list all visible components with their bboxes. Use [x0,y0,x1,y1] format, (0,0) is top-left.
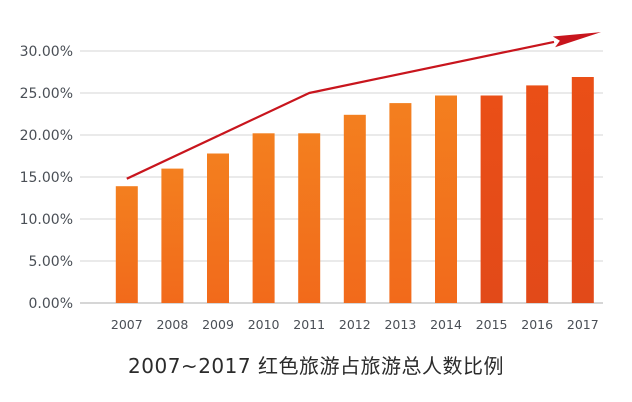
bar-2011 [298,133,321,303]
chart-title: 2007~2017 红色旅游占旅游总人数比例 [128,354,504,378]
trend-line [126,40,555,180]
x-tick-label: 2017 [567,317,599,332]
x-tick-label: 2015 [476,317,508,332]
y-tick-label: 15.00% [20,170,73,186]
y-tick-label: 20.00% [20,128,73,144]
x-axis-ticks: 2007 2008 2009 2010 2011 2012 2013 2014 2015 2016… [111,317,599,332]
bar-2016 [526,85,549,304]
x-tick-label: 2012 [339,317,371,332]
arrowhead [552,32,601,48]
bar-2015 [480,95,503,303]
x-tick-label: 2007 [111,317,143,332]
x-tick-label: 2011 [293,317,325,332]
x-tick-label: 2008 [156,317,188,332]
bar-2007 [115,186,138,303]
bar-2013 [389,103,412,303]
bar-2017 [571,77,594,303]
gridlines [80,50,603,304]
x-tick-label: 2016 [521,317,553,332]
trend-arrow [126,32,601,180]
y-axis-ticks: 0.00% 5.00% 10.00% 15.00% 20.00% 25.00% 30.00% [20,44,73,312]
y-tick-label: 10.00% [20,212,73,228]
x-tick-label: 2013 [384,317,416,332]
bars [115,77,594,304]
y-tick-label: 5.00% [29,254,73,270]
bar-2010 [252,133,275,303]
bar-2009 [207,153,229,303]
y-tick-label: 30.00% [20,44,73,60]
y-tick-label: 0.00% [29,296,73,312]
bar-2008 [161,168,184,303]
x-tick-label: 2009 [202,317,234,332]
bar-2014 [435,95,457,303]
y-tick-label: 25.00% [20,86,73,102]
bar-2012 [343,114,366,303]
x-tick-label: 2014 [430,317,462,332]
x-tick-label: 2010 [248,317,280,332]
